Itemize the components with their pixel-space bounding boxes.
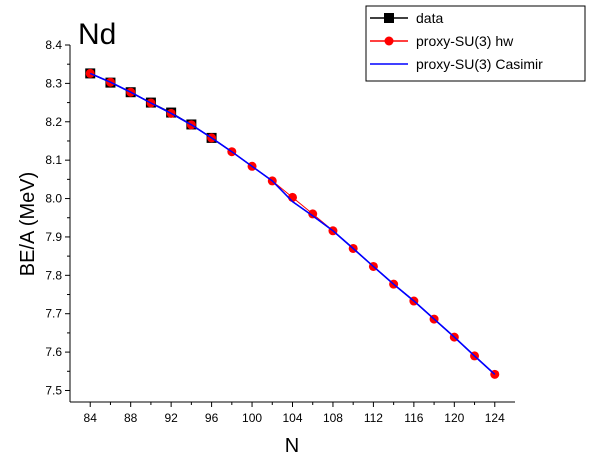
y-tick-label: 7.6 [45,345,62,359]
x-tick-label: 112 [364,411,383,425]
series-line-overlay [89,72,496,375]
legend-marker [384,13,394,23]
legend-box [365,5,586,82]
x-tick-label: 104 [282,411,302,425]
y-tick-label: 7.9 [45,230,62,244]
legend-marker [384,36,394,46]
data-point [308,209,318,219]
y-tick-label: 8.3 [45,76,62,90]
legend-label: data [416,10,443,26]
x-tick-label: 124 [485,411,505,425]
y-tick-label: 8.1 [45,153,62,167]
x-tick-label: 92 [164,411,178,425]
plot-area [85,68,500,379]
y-tick-label: 7.8 [45,268,62,282]
legend-label: proxy-SU(3) Casimir [416,56,543,72]
series-line-2 [89,72,496,375]
x-tick-label: 120 [444,411,464,425]
x-tick-label: 116 [404,411,423,425]
legend: data proxy-SU(3) hw proxy-SU(3) Casimir [365,5,586,82]
y-tick-label: 8.2 [45,115,62,129]
legend-label: proxy-SU(3) hw [416,33,514,49]
chart-title: Nd [78,18,116,51]
x-tick-label: 100 [242,411,262,425]
x-axis-ticks: 84 88 92 96 100 104 108 112 116 120 124 [84,402,505,425]
y-axis-title: BE/A (MeV) [17,172,39,276]
x-tick-label: 84 [84,411,98,425]
y-tick-label: 8.0 [45,192,62,206]
y-axis-ticks: 7.5 7.6 7.7 7.8 7.9 8.0 8.1 8.2 8.3 8.4 [45,38,70,397]
y-tick-label: 7.7 [45,307,62,321]
y-tick-label: 8.4 [45,38,62,52]
x-tick-label: 88 [124,411,138,425]
x-axis-title: N [285,435,299,457]
x-tick-label: 108 [323,411,343,425]
x-tick-label: 96 [205,411,219,425]
series-line-1 [90,72,496,375]
y-tick-label: 7.5 [45,383,62,397]
